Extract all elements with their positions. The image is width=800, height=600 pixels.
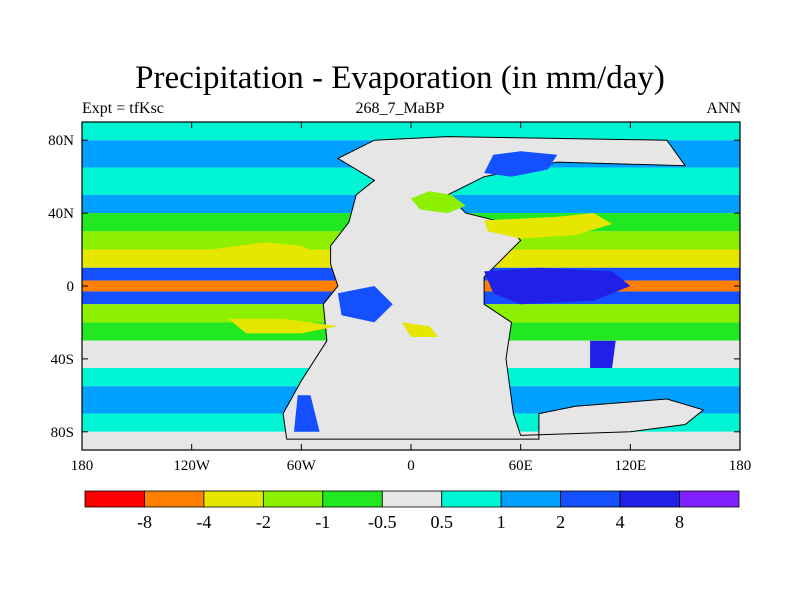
- colorbar-label: 2: [556, 512, 565, 532]
- colorbar-swatch: [84, 490, 145, 508]
- region-sub-dry-southeast: [401, 322, 439, 337]
- colorbar-swatch: [619, 490, 680, 508]
- x-tick-label: 120W: [173, 458, 211, 474]
- colorbar-swatch: [500, 490, 562, 508]
- region-southern-wet: [294, 395, 320, 432]
- region-northern-wet: [484, 151, 558, 177]
- contour-field: [82, 122, 740, 450]
- x-tick-label: 60E: [509, 458, 533, 474]
- colorbar-swatch: [262, 490, 324, 508]
- x-tick-label: 180: [729, 458, 752, 474]
- colorbar-label: 0.5: [430, 512, 453, 532]
- y-tick-label: 40N: [48, 206, 74, 222]
- colorbar-swatch: [203, 490, 264, 508]
- colorbar-swatch: [144, 490, 205, 508]
- zonal-band-16: [82, 431, 740, 450]
- colorbar-label: -1: [315, 512, 330, 532]
- colorbar-label: 8: [675, 512, 684, 532]
- y-tick-label: 80N: [48, 133, 74, 149]
- x-tick-label: 60W: [287, 458, 317, 474]
- region-pacific-dry-north: [209, 242, 329, 265]
- x-tick-label: 180: [71, 458, 94, 474]
- colorbar-label: -8: [137, 512, 152, 532]
- colorbar-label: -0.5: [368, 512, 397, 532]
- region-west-pangaea-wet: [337, 286, 393, 323]
- colorbar-swatch: [322, 490, 383, 508]
- y-tick-label: 80S: [51, 425, 74, 441]
- season-label: ANN: [706, 100, 741, 117]
- colorbar-label: -4: [196, 512, 211, 532]
- axes: 180 120W 60W 0 60E 120E 180 80N 40N 0 40S 80S: [48, 122, 751, 474]
- colorbar-swatch: [441, 490, 502, 508]
- chart-title: Precipitation - Evaporation (in mm/day): [135, 60, 665, 96]
- region-tethys-wet: [484, 267, 631, 305]
- y-tick-label: 0: [67, 279, 75, 295]
- region-pacific-dry-south: [228, 318, 338, 334]
- region-northern-dry: [411, 191, 466, 214]
- experiment-label: Expt = tfKsc: [82, 100, 164, 117]
- chart-subtitle: 268_7_MaBP: [355, 100, 445, 117]
- colorbar-label: 1: [497, 512, 506, 532]
- x-tick-label: 120E: [614, 458, 646, 474]
- colorbar: -8 -4 -2 -1 -0.5 0.5 1 2 4 8: [84, 490, 740, 532]
- colorbar-label: -2: [256, 512, 271, 532]
- y-tick-label: 40S: [51, 352, 74, 368]
- colorbar-swatch: [560, 490, 621, 508]
- colorbar-swatch: [381, 490, 443, 508]
- x-tick-label: 0: [407, 458, 415, 474]
- region-east-wet: [590, 340, 616, 368]
- zonal-band-0: [82, 122, 740, 141]
- region-tethys-dry: [484, 213, 613, 239]
- colorbar-label: 4: [616, 512, 625, 532]
- colorbar-swatch: [679, 490, 740, 508]
